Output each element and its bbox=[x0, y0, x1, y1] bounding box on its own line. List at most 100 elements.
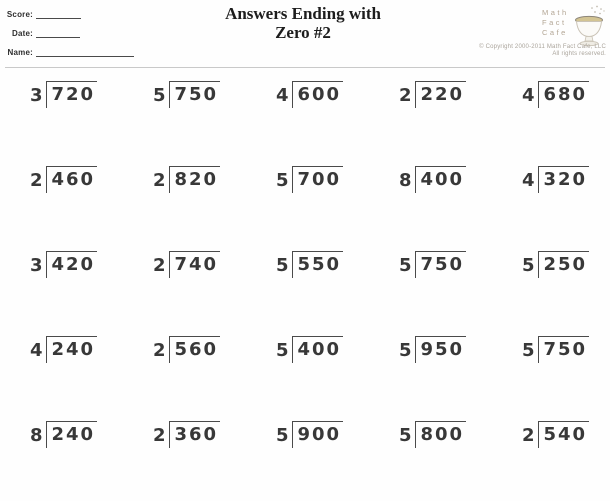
page-title: Answers Ending with Zero #2 bbox=[148, 4, 458, 42]
problem-cell: 4 680 bbox=[494, 76, 610, 161]
problem-cell: 5 750 bbox=[494, 331, 610, 416]
problem-cell: 2 820 bbox=[125, 161, 248, 246]
dividend: 750 bbox=[169, 81, 221, 108]
problem-cell: 5 900 bbox=[248, 416, 371, 501]
divisor: 2 bbox=[152, 424, 166, 446]
date-field: Date: bbox=[5, 27, 80, 38]
logo-word-cafe: Cafe bbox=[542, 28, 568, 37]
divisor: 5 bbox=[521, 254, 535, 276]
date-blank-line bbox=[36, 27, 80, 38]
division-problem: 4 680 bbox=[521, 81, 590, 108]
problem-cell: 5 250 bbox=[494, 246, 610, 331]
dividend: 400 bbox=[415, 166, 467, 193]
division-problem: 5 750 bbox=[152, 81, 221, 108]
division-problem: 3 420 bbox=[29, 251, 98, 278]
dividend: 320 bbox=[538, 166, 590, 193]
divisor: 3 bbox=[29, 254, 43, 276]
division-problem: 2 460 bbox=[29, 166, 98, 193]
division-problem: 5 900 bbox=[275, 421, 344, 448]
name-label: Name: bbox=[7, 48, 33, 57]
problem-cell: 2 560 bbox=[125, 331, 248, 416]
dividend: 240 bbox=[46, 336, 98, 363]
score-label: Score: bbox=[6, 10, 33, 19]
dividend: 560 bbox=[169, 336, 221, 363]
date-label: Date: bbox=[11, 29, 33, 38]
score-field: Score: bbox=[5, 8, 81, 19]
divisor: 5 bbox=[152, 84, 166, 106]
divisor: 4 bbox=[521, 84, 535, 106]
logo-word-math: Math bbox=[542, 8, 569, 17]
division-problem: 2 540 bbox=[522, 421, 590, 448]
division-problem: 8 400 bbox=[398, 166, 467, 193]
dividend: 220 bbox=[415, 81, 467, 108]
page-title-line2: Zero #2 bbox=[275, 23, 331, 42]
copyright-text: © Copyright 2000-2011 Math Fact Cafe, LL… bbox=[479, 44, 606, 58]
divisor: 5 bbox=[275, 339, 289, 361]
problem-cell: 5 950 bbox=[371, 331, 494, 416]
problem-cell: 2 460 bbox=[2, 161, 125, 246]
problem-cell: 4 600 bbox=[248, 76, 371, 161]
coffee-cup-icon bbox=[575, 5, 605, 47]
divisor: 5 bbox=[521, 339, 535, 361]
problem-cell: 2 740 bbox=[125, 246, 248, 331]
dividend: 750 bbox=[538, 336, 590, 363]
dividend: 680 bbox=[538, 81, 590, 108]
dividend: 700 bbox=[292, 166, 344, 193]
division-problem: 3 720 bbox=[29, 81, 98, 108]
divisor: 4 bbox=[29, 339, 43, 361]
score-blank-line bbox=[36, 8, 81, 19]
division-problem: 8 240 bbox=[29, 421, 98, 448]
division-problem: 2 220 bbox=[399, 81, 467, 108]
division-problem: 5 550 bbox=[275, 251, 344, 278]
divisor: 5 bbox=[275, 424, 289, 446]
divisor: 8 bbox=[398, 169, 412, 191]
name-field: Name: bbox=[5, 46, 134, 57]
division-problem: 5 700 bbox=[275, 166, 344, 193]
problem-cell: 3 720 bbox=[2, 76, 125, 161]
problem-cell: 5 800 bbox=[371, 416, 494, 501]
dividend: 540 bbox=[538, 421, 590, 448]
problem-cell: 5 750 bbox=[371, 246, 494, 331]
division-problem: 2 740 bbox=[153, 251, 221, 278]
logo-wordmark: Math Fact Cafe bbox=[542, 8, 569, 38]
dividend: 900 bbox=[292, 421, 344, 448]
division-problem: 4 320 bbox=[521, 166, 590, 193]
division-problem: 4 600 bbox=[275, 81, 344, 108]
divisor: 5 bbox=[275, 254, 289, 276]
problem-cell: 2 540 bbox=[494, 416, 610, 501]
page-title-line1: Answers Ending with bbox=[225, 4, 381, 23]
divisor: 8 bbox=[29, 424, 43, 446]
copyright-line2: All rights reserved. bbox=[552, 51, 606, 57]
divisor: 4 bbox=[275, 84, 289, 106]
division-problem: 2 360 bbox=[152, 421, 221, 448]
name-blank-line bbox=[36, 46, 134, 57]
dividend: 250 bbox=[538, 251, 590, 278]
problem-cell: 5 400 bbox=[248, 331, 371, 416]
divisor: 2 bbox=[29, 169, 43, 191]
problem-cell: 5 550 bbox=[248, 246, 371, 331]
dividend: 750 bbox=[415, 251, 467, 278]
problem-cell: 3 420 bbox=[2, 246, 125, 331]
dividend: 720 bbox=[46, 81, 98, 108]
division-problem: 5 950 bbox=[398, 336, 467, 363]
dividend: 400 bbox=[292, 336, 344, 363]
division-problem: 5 750 bbox=[521, 336, 590, 363]
dividend: 420 bbox=[46, 251, 98, 278]
division-problem: 5 750 bbox=[398, 251, 467, 278]
copyright-line1: © Copyright 2000-2011 Math Fact Cafe, LL… bbox=[479, 44, 606, 50]
problem-cell: 8 400 bbox=[371, 161, 494, 246]
problem-cell: 2 360 bbox=[125, 416, 248, 501]
problem-cell: 5 700 bbox=[248, 161, 371, 246]
divisor: 5 bbox=[398, 339, 412, 361]
dividend: 360 bbox=[169, 421, 221, 448]
dividend: 950 bbox=[415, 336, 467, 363]
divisor: 5 bbox=[398, 424, 412, 446]
divisor: 3 bbox=[29, 84, 43, 106]
problem-cell: 2 220 bbox=[371, 76, 494, 161]
divisor: 4 bbox=[521, 169, 535, 191]
header-divider-rule bbox=[5, 67, 605, 68]
divisor: 5 bbox=[275, 169, 289, 191]
divisor: 5 bbox=[398, 254, 412, 276]
division-problem: 2 560 bbox=[153, 336, 221, 363]
problem-cell: 4 320 bbox=[494, 161, 610, 246]
